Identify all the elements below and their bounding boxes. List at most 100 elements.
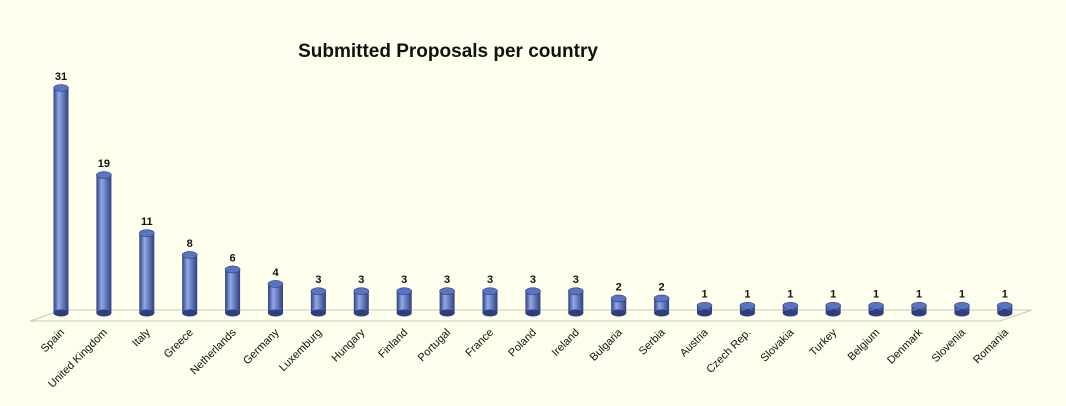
bar-base: [697, 309, 712, 317]
bar-body: [525, 291, 541, 313]
data-label: 2: [616, 281, 622, 293]
bar-italy: [139, 229, 155, 317]
bar-base: [396, 309, 412, 317]
bar-base: [482, 309, 498, 317]
data-label: 3: [358, 274, 364, 286]
bar-cap: [139, 229, 155, 237]
bar-body: [396, 291, 412, 313]
bar-cap: [911, 301, 927, 310]
bar-body: [568, 291, 584, 313]
chart-title: Submitted Proposals per country: [298, 41, 598, 62]
data-label: 1: [1002, 289, 1008, 301]
bar-netherlands: [224, 265, 241, 317]
bar-cap: [825, 301, 842, 310]
bar-cap: [353, 287, 370, 296]
bar-cap: [181, 251, 198, 259]
x-tick-label: Finland: [376, 327, 410, 361]
bar-base: [739, 309, 755, 317]
bar-belgium: [868, 301, 884, 317]
bar-base: [997, 309, 1013, 317]
bar-cap: [868, 301, 884, 310]
bar-body: [654, 298, 670, 313]
bar-base: [182, 309, 198, 317]
data-label: 4: [272, 267, 279, 279]
bar-body: [439, 291, 455, 313]
data-label: 3: [530, 274, 536, 286]
bar-base: [954, 309, 970, 317]
data-label: 19: [98, 158, 110, 170]
bar-bulgaria: [610, 294, 627, 317]
bar-cap: [396, 287, 413, 296]
bar-germany: [267, 280, 284, 317]
bar-body: [353, 291, 369, 313]
bar-base: [568, 309, 584, 317]
bar-base: [139, 309, 155, 317]
bar-base: [225, 309, 241, 317]
bar-spain: [53, 84, 69, 317]
data-label: 1: [916, 289, 922, 301]
bar-base: [353, 309, 369, 317]
bar-base: [310, 309, 326, 317]
x-tick-label: Luxemburg: [277, 327, 324, 374]
bar-base: [611, 309, 627, 317]
bar-cap: [567, 287, 584, 296]
bar-denmark: [911, 301, 927, 317]
x-tick-label: Romania: [971, 326, 1011, 366]
bar-cap: [267, 280, 284, 288]
bar-cap: [310, 287, 327, 296]
bar-body: [268, 283, 283, 313]
bar-cap: [782, 301, 799, 310]
bar-serbia: [653, 294, 670, 317]
x-tick-label: Bulgaria: [588, 326, 626, 364]
data-label: 1: [787, 289, 793, 301]
x-tick-label: Ireland: [550, 327, 582, 359]
bar-base: [782, 309, 798, 317]
bar-portugal: [439, 287, 455, 317]
bar-base: [268, 309, 283, 317]
bar-body: [139, 233, 155, 313]
data-label: 31: [55, 71, 67, 83]
bar-cap: [53, 84, 69, 92]
x-tick-label: Serbia: [637, 326, 669, 358]
bar-cap: [610, 294, 627, 303]
bar-romania: [996, 301, 1013, 317]
data-label: 1: [873, 289, 879, 301]
bar-base: [53, 309, 69, 317]
bar-body: [310, 291, 326, 313]
bar-cap: [739, 301, 756, 310]
bar-body: [96, 175, 112, 313]
x-tick-label: Greece: [162, 327, 196, 361]
data-label: 3: [573, 274, 579, 286]
x-tick-label: Germany: [241, 326, 282, 367]
x-tick-label: Denmark: [885, 326, 925, 366]
data-label: 6: [230, 252, 236, 264]
x-tick-label: France: [463, 327, 496, 360]
data-label: 3: [487, 274, 493, 286]
bar-cap: [996, 301, 1013, 310]
bar-cap: [653, 294, 670, 303]
chart-floor: [29, 309, 1033, 322]
bar-czech-rep: [739, 301, 756, 317]
data-label: 2: [659, 281, 665, 293]
bar-france: [482, 287, 498, 317]
bar-base: [911, 309, 927, 317]
bar-ireland: [567, 287, 584, 317]
bar-hungary: [353, 287, 370, 317]
bar-body: [482, 291, 498, 313]
bar-cap: [439, 287, 455, 296]
bar-cap: [96, 171, 112, 179]
bar-slovakia: [782, 301, 799, 317]
bar-base: [654, 309, 670, 317]
bar-poland: [525, 287, 541, 317]
bar-cap: [482, 287, 498, 296]
bar-base: [525, 309, 541, 317]
bar-cap: [696, 301, 713, 310]
x-tick-label: Belgium: [846, 327, 883, 364]
data-label: 11: [141, 216, 153, 228]
bar-base: [96, 309, 112, 317]
x-tick-label: Czech Rep.: [704, 327, 753, 376]
x-tick-label: Hungary: [330, 326, 368, 364]
